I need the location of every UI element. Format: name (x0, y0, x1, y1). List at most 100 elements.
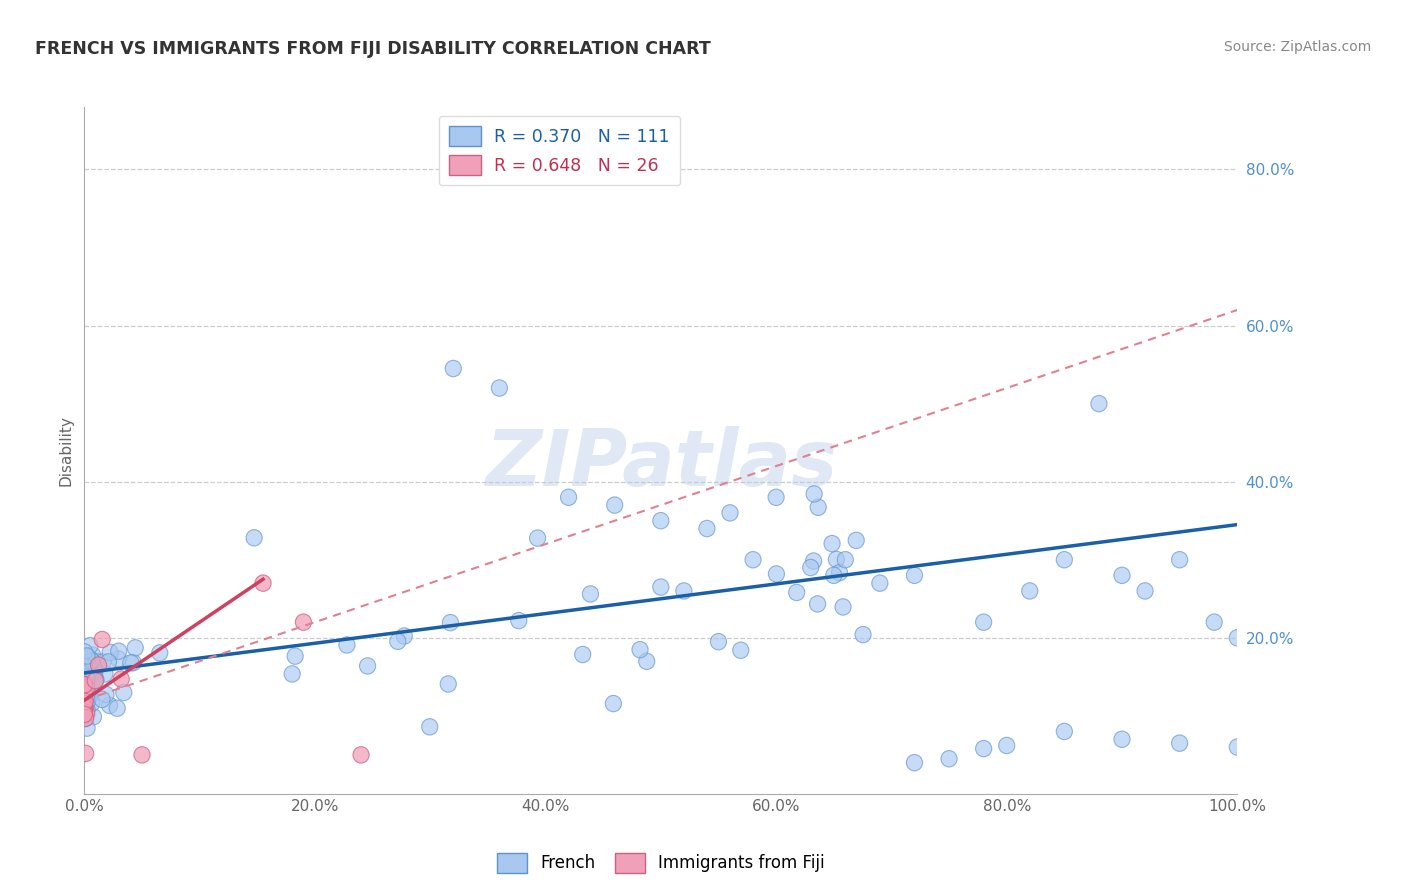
Ellipse shape (699, 520, 716, 537)
Ellipse shape (76, 666, 93, 683)
Ellipse shape (79, 670, 96, 686)
Ellipse shape (134, 747, 150, 763)
Ellipse shape (101, 698, 118, 714)
Ellipse shape (152, 645, 167, 661)
Ellipse shape (606, 696, 621, 712)
Ellipse shape (76, 685, 93, 701)
Ellipse shape (1022, 582, 1038, 599)
Ellipse shape (82, 657, 97, 673)
Ellipse shape (907, 567, 922, 583)
Ellipse shape (89, 672, 104, 689)
Ellipse shape (284, 665, 301, 682)
Ellipse shape (110, 700, 125, 716)
Ellipse shape (254, 575, 271, 591)
Ellipse shape (721, 505, 738, 521)
Ellipse shape (76, 699, 93, 715)
Ellipse shape (1091, 395, 1107, 412)
Ellipse shape (835, 599, 851, 615)
Ellipse shape (652, 579, 669, 595)
Ellipse shape (76, 696, 93, 712)
Ellipse shape (84, 695, 100, 712)
Ellipse shape (79, 663, 96, 679)
Ellipse shape (491, 380, 508, 396)
Ellipse shape (77, 657, 94, 673)
Ellipse shape (77, 662, 93, 678)
Ellipse shape (94, 632, 110, 648)
Ellipse shape (360, 657, 375, 674)
Ellipse shape (79, 648, 96, 665)
Ellipse shape (76, 694, 93, 711)
Ellipse shape (79, 706, 94, 722)
Ellipse shape (77, 703, 93, 720)
Ellipse shape (76, 707, 93, 723)
Ellipse shape (1137, 582, 1153, 599)
Ellipse shape (810, 500, 827, 516)
Ellipse shape (976, 614, 991, 631)
Ellipse shape (1229, 630, 1246, 646)
Ellipse shape (79, 679, 94, 696)
Ellipse shape (77, 710, 93, 727)
Ellipse shape (76, 706, 93, 723)
Ellipse shape (872, 575, 889, 591)
Ellipse shape (83, 672, 100, 688)
Ellipse shape (100, 654, 117, 670)
Ellipse shape (79, 686, 96, 703)
Ellipse shape (77, 699, 93, 715)
Ellipse shape (1056, 723, 1073, 739)
Ellipse shape (1171, 735, 1188, 751)
Ellipse shape (77, 651, 93, 667)
Ellipse shape (440, 676, 457, 692)
Ellipse shape (803, 559, 818, 575)
Ellipse shape (90, 657, 107, 673)
Ellipse shape (339, 637, 354, 653)
Ellipse shape (530, 530, 546, 546)
Ellipse shape (86, 708, 101, 725)
Ellipse shape (76, 658, 93, 674)
Ellipse shape (561, 489, 576, 506)
Ellipse shape (638, 653, 655, 670)
Ellipse shape (831, 565, 848, 581)
Ellipse shape (631, 641, 648, 658)
Ellipse shape (295, 614, 312, 631)
Ellipse shape (80, 686, 97, 702)
Text: ZIPatlas: ZIPatlas (485, 426, 837, 502)
Ellipse shape (89, 654, 105, 670)
Ellipse shape (122, 655, 139, 671)
Ellipse shape (710, 633, 727, 650)
Ellipse shape (396, 628, 412, 644)
Ellipse shape (76, 681, 93, 698)
Ellipse shape (76, 687, 93, 703)
Ellipse shape (77, 649, 93, 665)
Ellipse shape (98, 686, 114, 703)
Ellipse shape (1229, 739, 1246, 756)
Ellipse shape (443, 615, 458, 631)
Ellipse shape (828, 551, 845, 567)
Ellipse shape (76, 668, 93, 684)
Ellipse shape (94, 691, 110, 707)
Ellipse shape (606, 497, 623, 513)
Ellipse shape (84, 677, 100, 693)
Ellipse shape (77, 677, 93, 694)
Legend: French, Immigrants from Fiji: French, Immigrants from Fiji (489, 847, 832, 880)
Ellipse shape (87, 670, 103, 686)
Ellipse shape (246, 530, 262, 546)
Ellipse shape (80, 678, 96, 695)
Legend: R = 0.370   N = 111, R = 0.648   N = 26: R = 0.370 N = 111, R = 0.648 N = 26 (439, 116, 681, 186)
Ellipse shape (582, 586, 599, 602)
Ellipse shape (810, 596, 825, 612)
Ellipse shape (976, 740, 991, 756)
Ellipse shape (510, 613, 527, 629)
Ellipse shape (83, 676, 98, 692)
Ellipse shape (97, 665, 112, 682)
Ellipse shape (768, 566, 785, 582)
Ellipse shape (287, 648, 304, 665)
Ellipse shape (96, 654, 111, 670)
Ellipse shape (83, 653, 100, 669)
Ellipse shape (76, 677, 93, 693)
Y-axis label: Disability: Disability (58, 415, 73, 486)
Ellipse shape (1114, 731, 1130, 747)
Ellipse shape (86, 659, 103, 676)
Ellipse shape (855, 626, 872, 643)
Ellipse shape (79, 649, 96, 666)
Ellipse shape (76, 684, 93, 701)
